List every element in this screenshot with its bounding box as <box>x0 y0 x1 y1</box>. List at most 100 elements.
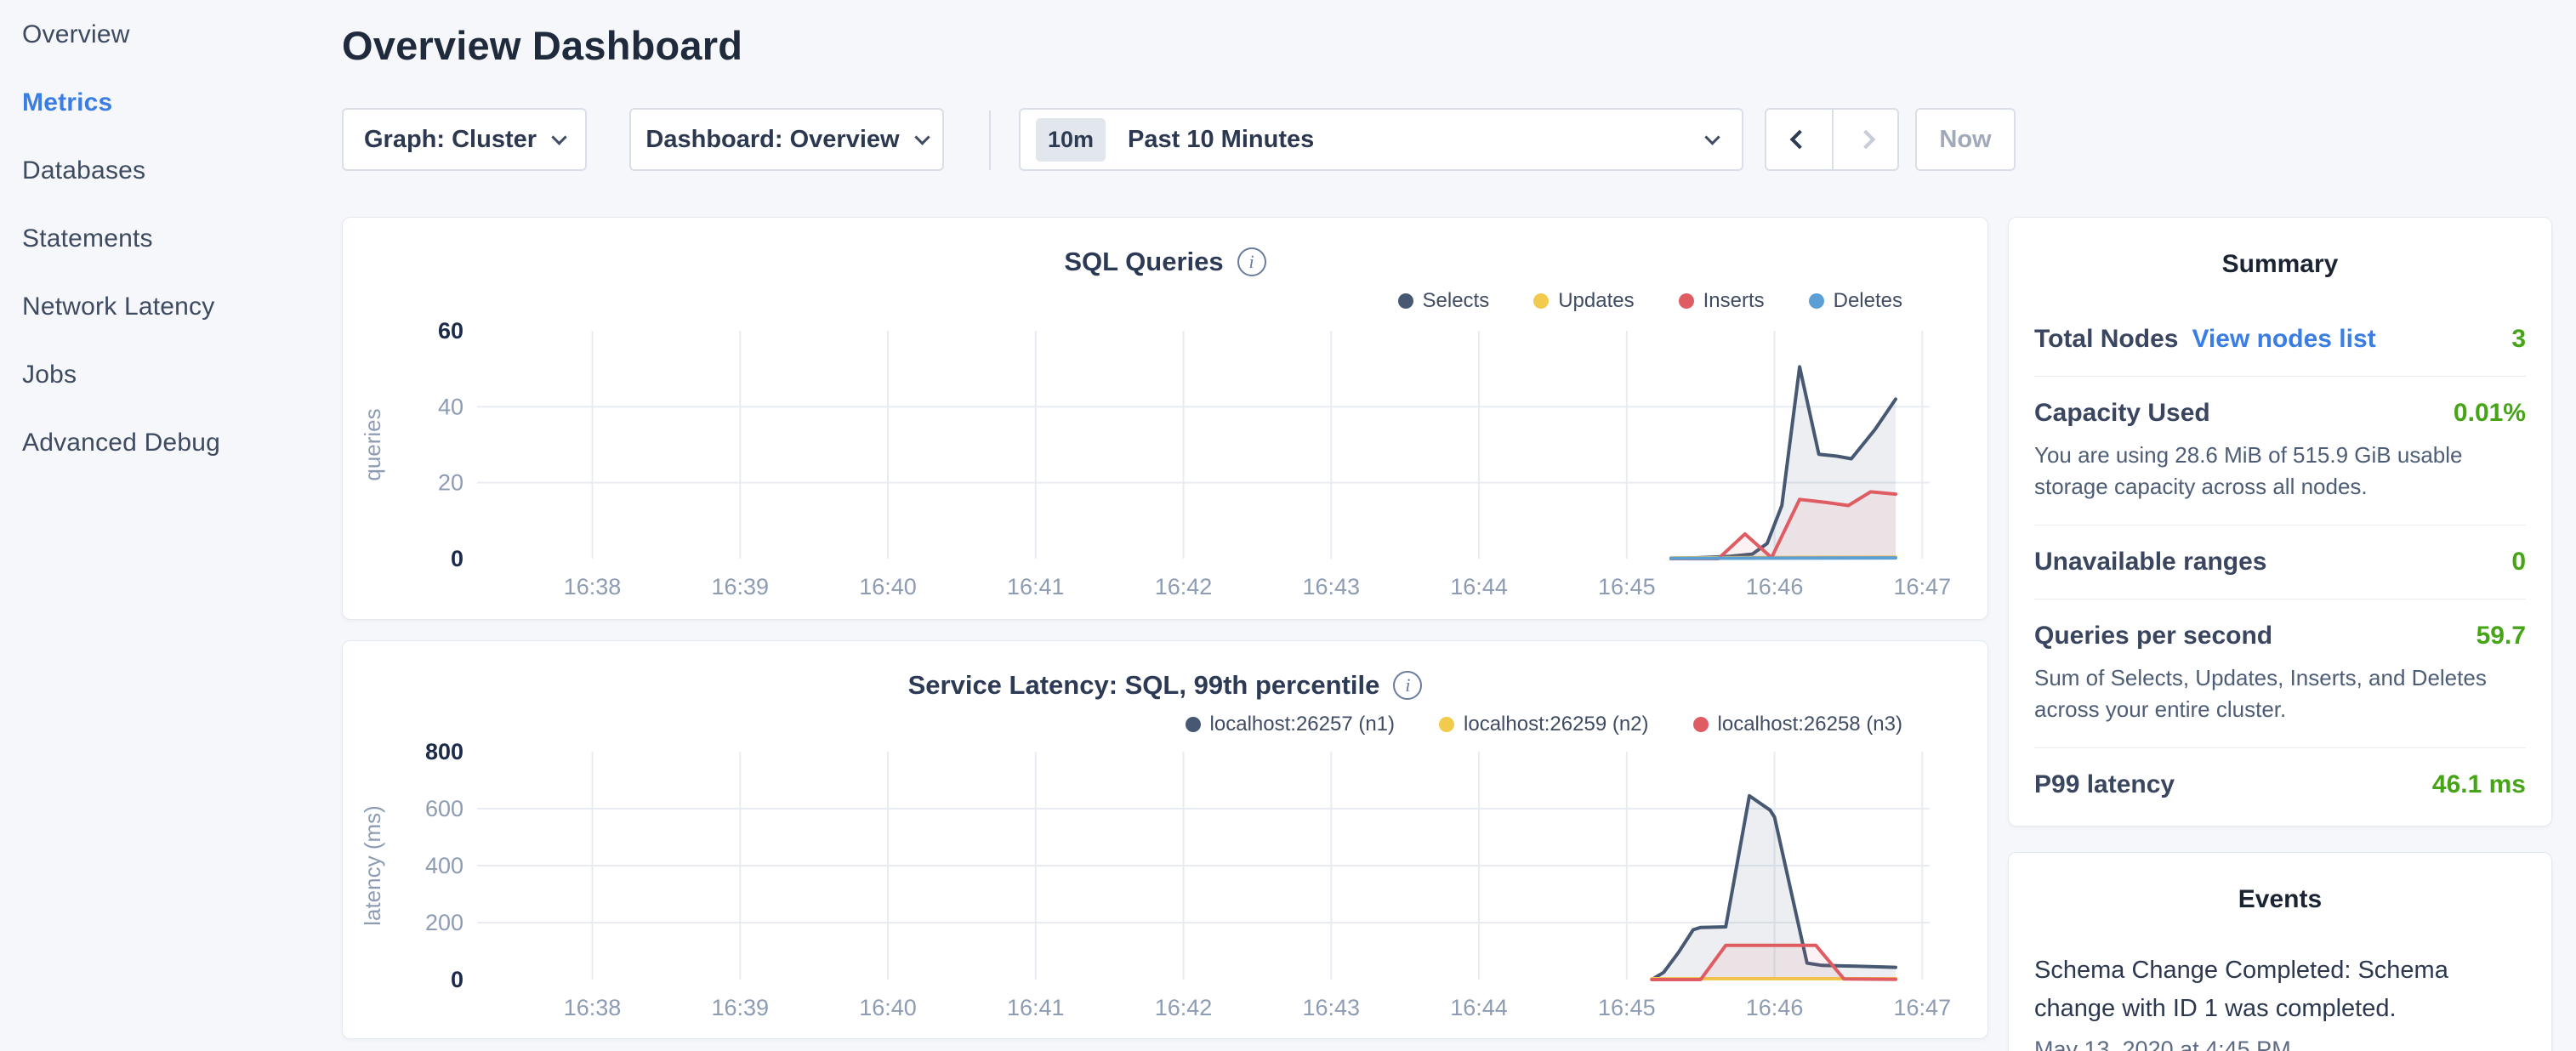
time-range-badge: 10m <box>1036 117 1106 162</box>
legend-dot-icon <box>1533 293 1550 309</box>
svg-text:16:43: 16:43 <box>1303 574 1361 599</box>
summary-qps-section: Queries per second 59.7 Sum of Selects, … <box>2034 599 2526 748</box>
svg-text:16:46: 16:46 <box>1746 995 1804 1020</box>
sidebar-item-statements[interactable]: Statements <box>22 224 153 253</box>
page-title: Overview Dashboard <box>342 23 743 68</box>
svg-text:200: 200 <box>425 910 463 935</box>
sidebar-item-network-latency[interactable]: Network Latency <box>22 293 215 321</box>
service-latency-chart[interactable]: 16:38 16:39 16:40 16:41 16:42 16:43 16:44 16:45… <box>343 731 1989 1025</box>
svg-text:0: 0 <box>451 967 463 992</box>
info-icon[interactable]: i <box>1237 247 1266 276</box>
event-text: Schema Change Completed: Schema change w… <box>2034 957 2448 1022</box>
now-button-label: Now <box>1939 125 1992 153</box>
legend-dot-icon <box>1808 293 1824 309</box>
svg-text:16:45: 16:45 <box>1598 574 1656 599</box>
svg-text:16:38: 16:38 <box>564 995 622 1020</box>
svg-text:16:42: 16:42 <box>1155 995 1213 1020</box>
legend-dot-icon <box>1692 717 1709 732</box>
event-list-item[interactable]: Schema Change Completed: Schema change w… <box>2034 952 2526 1051</box>
svg-text:16:42: 16:42 <box>1155 574 1213 599</box>
summary-panel: Summary Total Nodes View nodes list 3 Ca… <box>2008 217 2552 827</box>
unavailable-ranges-value: 0 <box>2511 547 2526 576</box>
legend-item[interactable]: Deletes <box>1808 289 1902 313</box>
svg-text:800: 800 <box>425 739 463 764</box>
summary-total-nodes-section: Total Nodes View nodes list 3 <box>2034 303 2526 377</box>
svg-text:16:41: 16:41 <box>1007 574 1065 599</box>
toolbar-divider <box>989 111 991 170</box>
svg-text:16:45: 16:45 <box>1598 995 1656 1020</box>
sidebar-nav: Overview Metrics Databases Statements Ne… <box>0 0 340 485</box>
legend-item[interactable]: localhost:26258 (n3) <box>1692 713 1902 736</box>
info-icon[interactable]: i <box>1393 671 1423 700</box>
capacity-used-value: 0.01% <box>2453 399 2526 427</box>
p99-latency-value: 46.1 ms <box>2431 770 2526 798</box>
capacity-used-label: Capacity Used <box>2034 399 2210 427</box>
service-latency-chart-title: Service Latency: SQL, 99th percentile <box>907 670 1380 700</box>
sql-queries-legend: Selects Updates Inserts Deletes <box>1397 289 1902 313</box>
svg-text:16:39: 16:39 <box>711 995 769 1020</box>
sql-queries-chart-title: SQL Queries <box>1064 247 1224 276</box>
prev-time-button[interactable] <box>1766 110 1832 169</box>
queries-per-second-value: 59.7 <box>2476 621 2526 650</box>
svg-text:16:47: 16:47 <box>1894 574 1952 599</box>
dashboard-dropdown[interactable]: Dashboard: Overview <box>629 108 944 171</box>
sidebar-item-overview[interactable]: Overview <box>22 20 130 48</box>
total-nodes-label: Total Nodes <box>2034 325 2179 353</box>
event-timestamp: May 13, 2020 at 4:45 PM <box>2034 1036 2291 1051</box>
svg-text:20: 20 <box>438 470 463 496</box>
sql-queries-chart[interactable]: 16:38 16:39 16:40 16:41 16:42 16:43 16:44 16:45… <box>343 310 1989 604</box>
legend-item[interactable]: Selects <box>1397 289 1489 313</box>
sidebar-item-databases[interactable]: Databases <box>22 156 146 185</box>
unavailable-ranges-label: Unavailable ranges <box>2034 547 2267 576</box>
svg-text:queries: queries <box>360 408 385 480</box>
sidebar-item-jobs[interactable]: Jobs <box>22 361 77 389</box>
service-latency-chart-card: Service Latency: SQL, 99th percentile i … <box>342 640 1988 1039</box>
now-button[interactable]: Now <box>1915 108 2016 171</box>
chevron-down-icon <box>1704 128 1720 145</box>
next-time-button[interactable] <box>1832 110 1897 169</box>
summary-capacity-section: Capacity Used 0.01% You are using 28.6 M… <box>2034 377 2526 526</box>
time-step-buttons <box>1765 108 1899 171</box>
svg-text:16:39: 16:39 <box>711 574 769 599</box>
legend-item[interactable]: localhost:26257 (n1) <box>1185 713 1395 736</box>
events-panel-title: Events <box>2238 885 2323 913</box>
legend-item[interactable]: Inserts <box>1678 289 1765 313</box>
summary-unavailable-ranges-section: Unavailable ranges 0 <box>2034 526 2526 599</box>
legend-item[interactable]: Updates <box>1533 289 1635 313</box>
svg-text:16:47: 16:47 <box>1894 995 1952 1020</box>
graph-dropdown[interactable]: Graph: Cluster <box>342 108 587 171</box>
svg-text:16:44: 16:44 <box>1450 574 1508 599</box>
chevron-left-icon <box>1789 129 1809 150</box>
svg-text:40: 40 <box>438 394 463 419</box>
time-range-picker[interactable]: 10m Past 10 Minutes <box>1019 108 1743 171</box>
events-panel: Events Schema Change Completed: Schema c… <box>2008 852 2552 1051</box>
svg-text:16:46: 16:46 <box>1746 574 1804 599</box>
total-nodes-value: 3 <box>2511 325 2526 353</box>
graph-dropdown-label: Graph: Cluster <box>363 125 537 153</box>
sidebar-item-advanced-debug[interactable]: Advanced Debug <box>22 429 220 457</box>
view-nodes-list-link[interactable]: View nodes list <box>2192 325 2376 353</box>
sidebar-item-metrics[interactable]: Metrics <box>22 88 113 116</box>
capacity-used-description: You are using 28.6 MiB of 515.9 GiB usab… <box>2034 442 2463 499</box>
chevron-down-icon <box>913 128 930 145</box>
legend-dot-icon <box>1678 293 1694 309</box>
time-range-label: Past 10 Minutes <box>1128 125 1315 153</box>
svg-text:0: 0 <box>451 546 463 571</box>
svg-text:400: 400 <box>425 853 463 878</box>
legend-dot-icon <box>1439 717 1455 732</box>
svg-text:16:40: 16:40 <box>859 574 917 599</box>
legend-item[interactable]: localhost:26259 (n2) <box>1439 713 1649 736</box>
svg-text:600: 600 <box>425 796 463 821</box>
dashboard-dropdown-label: Dashboard: Overview <box>645 125 900 153</box>
svg-text:latency (ms): latency (ms) <box>360 805 385 926</box>
svg-text:16:44: 16:44 <box>1450 995 1508 1020</box>
svg-text:16:43: 16:43 <box>1303 995 1361 1020</box>
summary-p99-section: P99 latency 46.1 ms <box>2034 748 2526 821</box>
svg-text:60: 60 <box>438 318 463 344</box>
svg-text:16:38: 16:38 <box>564 574 622 599</box>
chevron-right-icon <box>1856 129 1875 150</box>
sql-queries-chart-card: SQL Queries i Selects Updates Inserts Delet… <box>342 217 1988 620</box>
legend-dot-icon <box>1185 717 1201 732</box>
chevron-down-icon <box>551 128 567 145</box>
